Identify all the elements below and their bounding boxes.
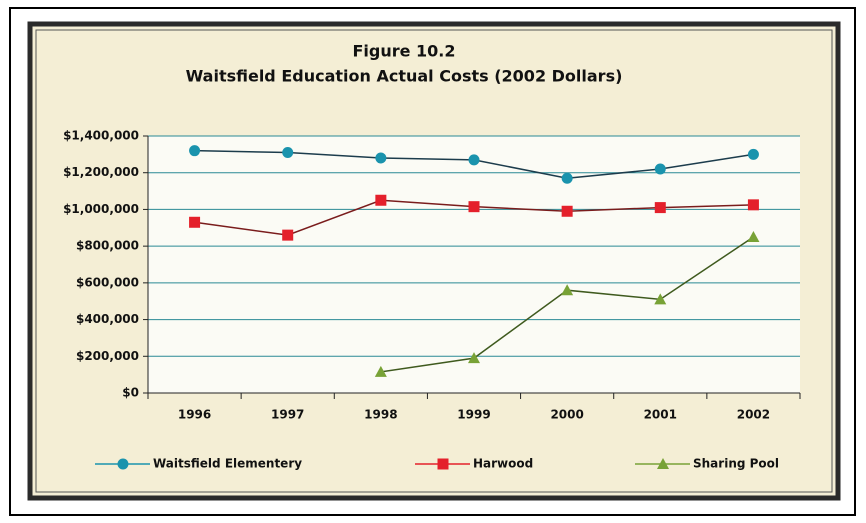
- data-point: [654, 293, 667, 305]
- legend-label: Waitsfield Elementery: [153, 457, 302, 471]
- y-tick-label: $1,000,000: [63, 202, 139, 216]
- legend-label: Sharing Pool: [693, 457, 779, 471]
- plot-area: [148, 136, 800, 393]
- chart-subtitle: Waitsfield Education Actual Costs (2002 …: [186, 67, 623, 86]
- legend-marker: [657, 458, 669, 469]
- data-point: [468, 154, 480, 166]
- x-tick-label: 1999: [457, 408, 490, 422]
- chart-title: Figure 10.2: [352, 42, 455, 61]
- x-tick-label: 2000: [550, 408, 583, 422]
- legend-marker: [437, 458, 449, 470]
- x-tick-label: 2002: [737, 408, 770, 422]
- x-tick-label: 1998: [364, 408, 397, 422]
- x-tick-label: 1997: [271, 408, 304, 422]
- data-point: [374, 365, 387, 377]
- legend-label: Harwood: [473, 457, 533, 471]
- data-point: [747, 199, 759, 211]
- data-point: [654, 163, 666, 175]
- data-point: [282, 147, 294, 159]
- panel-inner-border: [35, 29, 833, 493]
- data-point: [747, 148, 759, 160]
- data-point: [468, 201, 480, 213]
- y-tick-label: $600,000: [76, 275, 139, 289]
- y-tick-label: $800,000: [76, 239, 139, 253]
- y-tick-label: $400,000: [76, 312, 139, 326]
- y-tick-label: $1,400,000: [63, 129, 139, 143]
- y-tick-label: $0: [122, 386, 139, 400]
- data-point: [189, 145, 201, 157]
- x-tick-label: 2001: [644, 408, 677, 422]
- data-point: [375, 194, 387, 206]
- y-tick-label: $200,000: [76, 349, 139, 363]
- data-point: [561, 205, 573, 217]
- legend-marker: [117, 458, 129, 470]
- data-point: [189, 216, 201, 228]
- data-point: [654, 202, 666, 214]
- y-tick-label: $1,200,000: [63, 165, 139, 179]
- data-point: [561, 284, 574, 296]
- data-point: [375, 152, 387, 164]
- data-point: [561, 172, 573, 184]
- data-point: [747, 230, 760, 242]
- x-tick-label: 1996: [178, 408, 211, 422]
- data-point: [282, 229, 294, 241]
- data-point: [468, 352, 480, 364]
